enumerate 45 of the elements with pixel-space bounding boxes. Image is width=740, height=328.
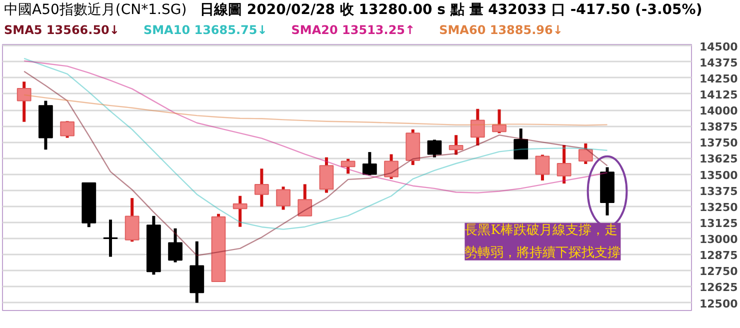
candlestick <box>514 128 528 160</box>
candlestick <box>427 140 442 158</box>
chart-title: 中國A50指數近月(CN*1.SG) <box>4 2 187 18</box>
candlestick <box>362 152 377 176</box>
candlestick <box>578 143 593 164</box>
text: SMA5 13566.50↓ <box>4 23 120 37</box>
y-tick-label: 13250 <box>700 200 738 214</box>
y-tick-label: 14000 <box>700 104 738 118</box>
y-tick-label: 13500 <box>700 168 738 182</box>
text: SMA20 13513.25↑ <box>291 23 416 37</box>
candlestick <box>232 196 248 227</box>
candlestick <box>254 168 269 207</box>
candlestick <box>124 198 140 242</box>
y-tick-label: 12625 <box>700 281 738 294</box>
candlestick <box>319 157 334 193</box>
y-tick-label: 14250 <box>700 72 738 86</box>
y-tick-label: 13875 <box>700 120 738 134</box>
chart-subtitle: 日線圖 2020/02/28 收 13280.00 s 點 量 432033 口 -417.50 (-3.05%) <box>200 2 702 18</box>
candlestick <box>168 228 182 262</box>
y-tick-label: 12875 <box>700 249 738 262</box>
annotation: 長黑K棒跌破月線支撐，走勢轉弱，將持續下探找支撐 <box>464 222 621 260</box>
y-tick-label: 13125 <box>700 216 738 230</box>
candlestick <box>340 158 356 174</box>
y-tick-label: 13375 <box>700 184 738 198</box>
candlestick <box>103 220 118 257</box>
candlestick <box>448 135 464 155</box>
candlestick <box>298 184 312 216</box>
y-tick-label: 13750 <box>700 136 738 150</box>
y-tick-label: 13000 <box>700 233 738 246</box>
y-tick-label: 12500 <box>700 297 738 310</box>
y-tick-label: 13625 <box>700 152 738 166</box>
text: SMA60 13885.96↓ <box>439 23 563 37</box>
candlestick <box>276 186 290 210</box>
candlestick <box>492 109 506 134</box>
y-tick-label: 12750 <box>700 265 738 278</box>
candlestick <box>535 154 550 180</box>
candlestick <box>60 121 74 138</box>
candlestick <box>384 154 398 179</box>
y-tick-label: 14500 <box>700 40 738 54</box>
candlestick <box>470 108 485 146</box>
text: SMA10 13685.75↓ <box>143 23 268 37</box>
candlestick <box>16 82 32 122</box>
candlestick <box>556 144 572 184</box>
y-tick-label: 14375 <box>700 56 738 70</box>
y-tick-label: 14125 <box>700 88 738 102</box>
